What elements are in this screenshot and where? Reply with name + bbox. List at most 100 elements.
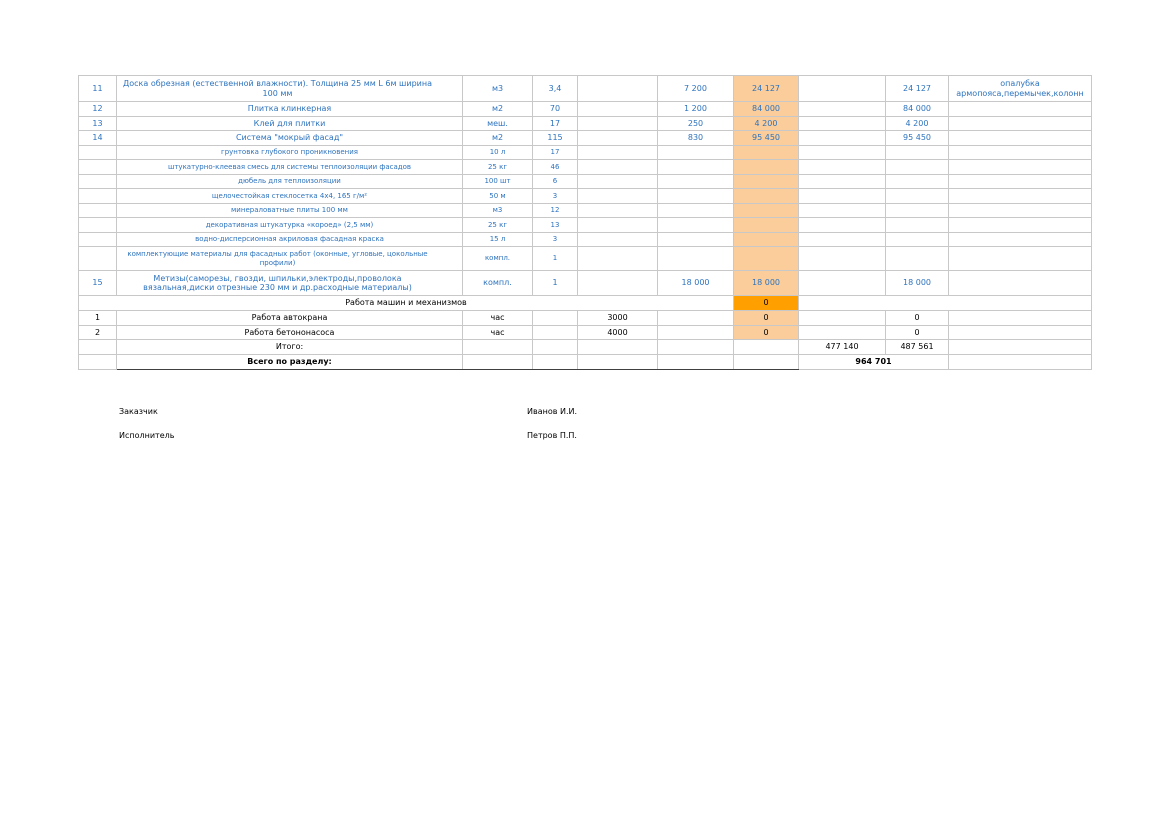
cell-work-cost (798, 270, 886, 296)
cell-total: 0 (885, 324, 949, 340)
cell-item-name: щелочестойкая стеклосетка 4х4, 165 г/м² (116, 188, 463, 204)
table-subrow: декоративная штукатурка «короед» (2,5 мм… (78, 217, 1092, 233)
cell-work-rate: 4000 (577, 324, 658, 340)
cell-item-name: грунтовка глубокого проникновения (116, 144, 463, 160)
cell-material-price (657, 310, 734, 326)
totals-row: Итого: 477 140 487 561 (78, 339, 1092, 355)
cell-unit: 50 м (462, 188, 533, 204)
cell-row-number: 1 (78, 310, 117, 326)
cell-row-number: 14 (78, 130, 117, 146)
contractor-name: Петров П.П. (527, 431, 577, 440)
cell-work-rate (577, 270, 658, 296)
cell-qty: 3 (532, 188, 578, 204)
cell-note (948, 246, 1092, 271)
cell-work-rate (577, 115, 658, 131)
cell-material-cost-highlight (733, 188, 799, 204)
cell-unit: компл. (462, 270, 533, 296)
machines-section-title: Работа машин и механизмов (78, 295, 734, 311)
cell-item-name: комплектующие материалы для фасадных раб… (116, 246, 463, 271)
cell-material-cost-highlight (733, 231, 799, 247)
cell-unit: час (462, 310, 533, 326)
cell-row-number: 15 (78, 270, 117, 296)
item-name-text: Доска обрезная (естественной влажности).… (123, 79, 432, 98)
cell-note (948, 188, 1092, 204)
totals-label: Итого: (116, 339, 463, 355)
grand-total-label: Всего по разделу: (116, 353, 463, 370)
cell-total: 18 000 (885, 270, 949, 296)
cell-unit: 10 л (462, 144, 533, 160)
cell-note (948, 173, 1092, 189)
cell-total: 95 450 (885, 130, 949, 146)
cell-unit: меш. (462, 115, 533, 131)
cell-qty: 17 (532, 115, 578, 131)
cell-work-rate (577, 101, 658, 117)
cell-qty: 115 (532, 130, 578, 146)
cell-work-cost (798, 101, 886, 117)
table-row-13: 13 Клей для плитки меш. 17 250 4 200 4 2… (78, 115, 1092, 131)
cell-qty: 46 (532, 159, 578, 175)
cell-material-cost-highlight: 18 000 (733, 270, 799, 296)
cell-total: 84 000 (885, 101, 949, 117)
cell-qty: 3 (532, 231, 578, 247)
note-line: армопояса,перемычек,колонн (956, 88, 1084, 98)
cell-row-number (78, 246, 117, 271)
cell-row-number (78, 173, 117, 189)
table-subrow: комплектующие материалы для фасадных раб… (78, 246, 1092, 271)
table-row-11: 11 Доска обрезная (естественной влажност… (78, 75, 1092, 102)
cell-note (948, 217, 1092, 233)
cell-work-rate (577, 130, 658, 146)
cell-unit: 15 л (462, 231, 533, 247)
cell-work-cost (798, 75, 886, 102)
cell-note (948, 202, 1092, 218)
cell-qty: 3,4 (532, 75, 578, 102)
table-row-14: 14 Система "мокрый фасад" м2 115 830 95 … (78, 130, 1092, 146)
cell-total: 0 (885, 310, 949, 326)
cell-material-cost-highlight (733, 159, 799, 175)
cell-material-price: 7 200 (657, 75, 734, 102)
cell-item-name: дюбель для теплоизоляции (116, 173, 463, 189)
materials-total: 487 561 (885, 339, 949, 355)
cell-note (948, 130, 1092, 146)
cell-item-name: Клей для плитки (116, 115, 463, 131)
cell-unit: м2 (462, 101, 533, 117)
cell-material-price: 1 200 (657, 101, 734, 117)
cell-qty: 13 (532, 217, 578, 233)
machine-row-1: 1 Работа автокрана час 3000 0 0 (78, 310, 1092, 326)
cell-unit: м2 (462, 130, 533, 146)
cell-note (948, 231, 1092, 247)
cell-row-number (78, 144, 117, 160)
machines-section-header: Работа машин и механизмов 0 (78, 295, 1092, 311)
cell-material-cost-highlight (733, 217, 799, 233)
cell-material-cost-highlight: 4 200 (733, 115, 799, 131)
note-line: опалубка (1000, 79, 1040, 88)
cell-item-name: штукатурно-клеевая смесь для системы теп… (116, 159, 463, 175)
item-name-text: комплектующие материалы для фасадных раб… (127, 250, 428, 267)
cell-material-price: 250 (657, 115, 734, 131)
cell-unit: 25 кг (462, 217, 533, 233)
cell-material-price: 830 (657, 130, 734, 146)
cell-work-cost (798, 115, 886, 131)
cell-material-price: 18 000 (657, 270, 734, 296)
cell-material-cost-highlight: 95 450 (733, 130, 799, 146)
customer-label: Заказчик (119, 407, 158, 416)
cell-row-number: 12 (78, 101, 117, 117)
cell-note (948, 115, 1092, 131)
cell-row-number (78, 188, 117, 204)
cell-material-price (657, 324, 734, 340)
cell-qty: 1 (532, 246, 578, 271)
cell-note (948, 324, 1092, 340)
cell-work-cost (798, 310, 886, 326)
table-subrow: грунтовка глубокого проникновения 10 л 1… (78, 144, 1092, 160)
cell-item-name: Плитка клинкерная (116, 101, 463, 117)
cell-material-cost-highlight (733, 202, 799, 218)
machines-section-cost-highlight: 0 (733, 295, 799, 311)
cell-note (948, 270, 1092, 296)
contractor-label: Исполнитель (119, 431, 175, 440)
cell-item-name: Доска обрезная (естественной влажности).… (116, 75, 463, 102)
cell-work-rate (577, 75, 658, 102)
cell-material-cost-highlight: 0 (733, 324, 799, 340)
cell-unit: компл. (462, 246, 533, 271)
cell-work-cost (798, 324, 886, 340)
cell-material-cost-highlight (733, 144, 799, 160)
cell-material-cost-highlight (733, 173, 799, 189)
